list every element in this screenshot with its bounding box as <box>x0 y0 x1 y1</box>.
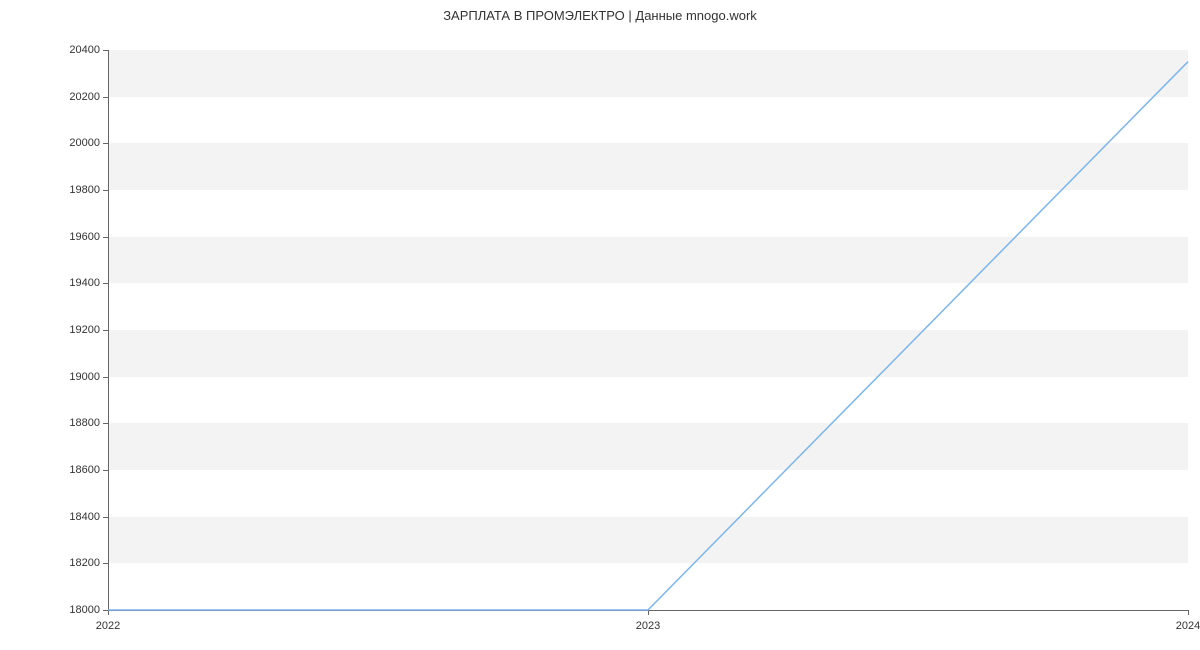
y-tick-label: 20200 <box>69 91 100 103</box>
chart-title: ЗАРПЛАТА В ПРОМЭЛЕКТРО | Данные mnogo.wo… <box>0 8 1200 23</box>
y-tick-label: 20400 <box>69 44 100 56</box>
y-tick-label: 18000 <box>69 604 100 616</box>
salary-line-chart: ЗАРПЛАТА В ПРОМЭЛЕКТРО | Данные mnogo.wo… <box>0 0 1200 650</box>
plot-area: 1800018200184001860018800190001920019400… <box>108 50 1188 610</box>
y-tick-label: 18400 <box>69 511 100 523</box>
line-layer <box>108 50 1188 610</box>
x-tick-label: 2024 <box>1176 620 1200 632</box>
y-tick-label: 19800 <box>69 184 100 196</box>
y-tick-label: 18200 <box>69 557 100 569</box>
y-tick-label: 19400 <box>69 277 100 289</box>
x-tick-label: 2023 <box>636 620 660 632</box>
y-tick-label: 18800 <box>69 417 100 429</box>
series-line-salary <box>108 62 1188 610</box>
x-tick-label: 2022 <box>96 620 120 632</box>
y-tick-label: 19200 <box>69 324 100 336</box>
x-tick-mark <box>1188 610 1189 615</box>
y-tick-label: 20000 <box>69 137 100 149</box>
y-tick-label: 19600 <box>69 231 100 243</box>
y-tick-label: 18600 <box>69 464 100 476</box>
y-tick-label: 19000 <box>69 371 100 383</box>
